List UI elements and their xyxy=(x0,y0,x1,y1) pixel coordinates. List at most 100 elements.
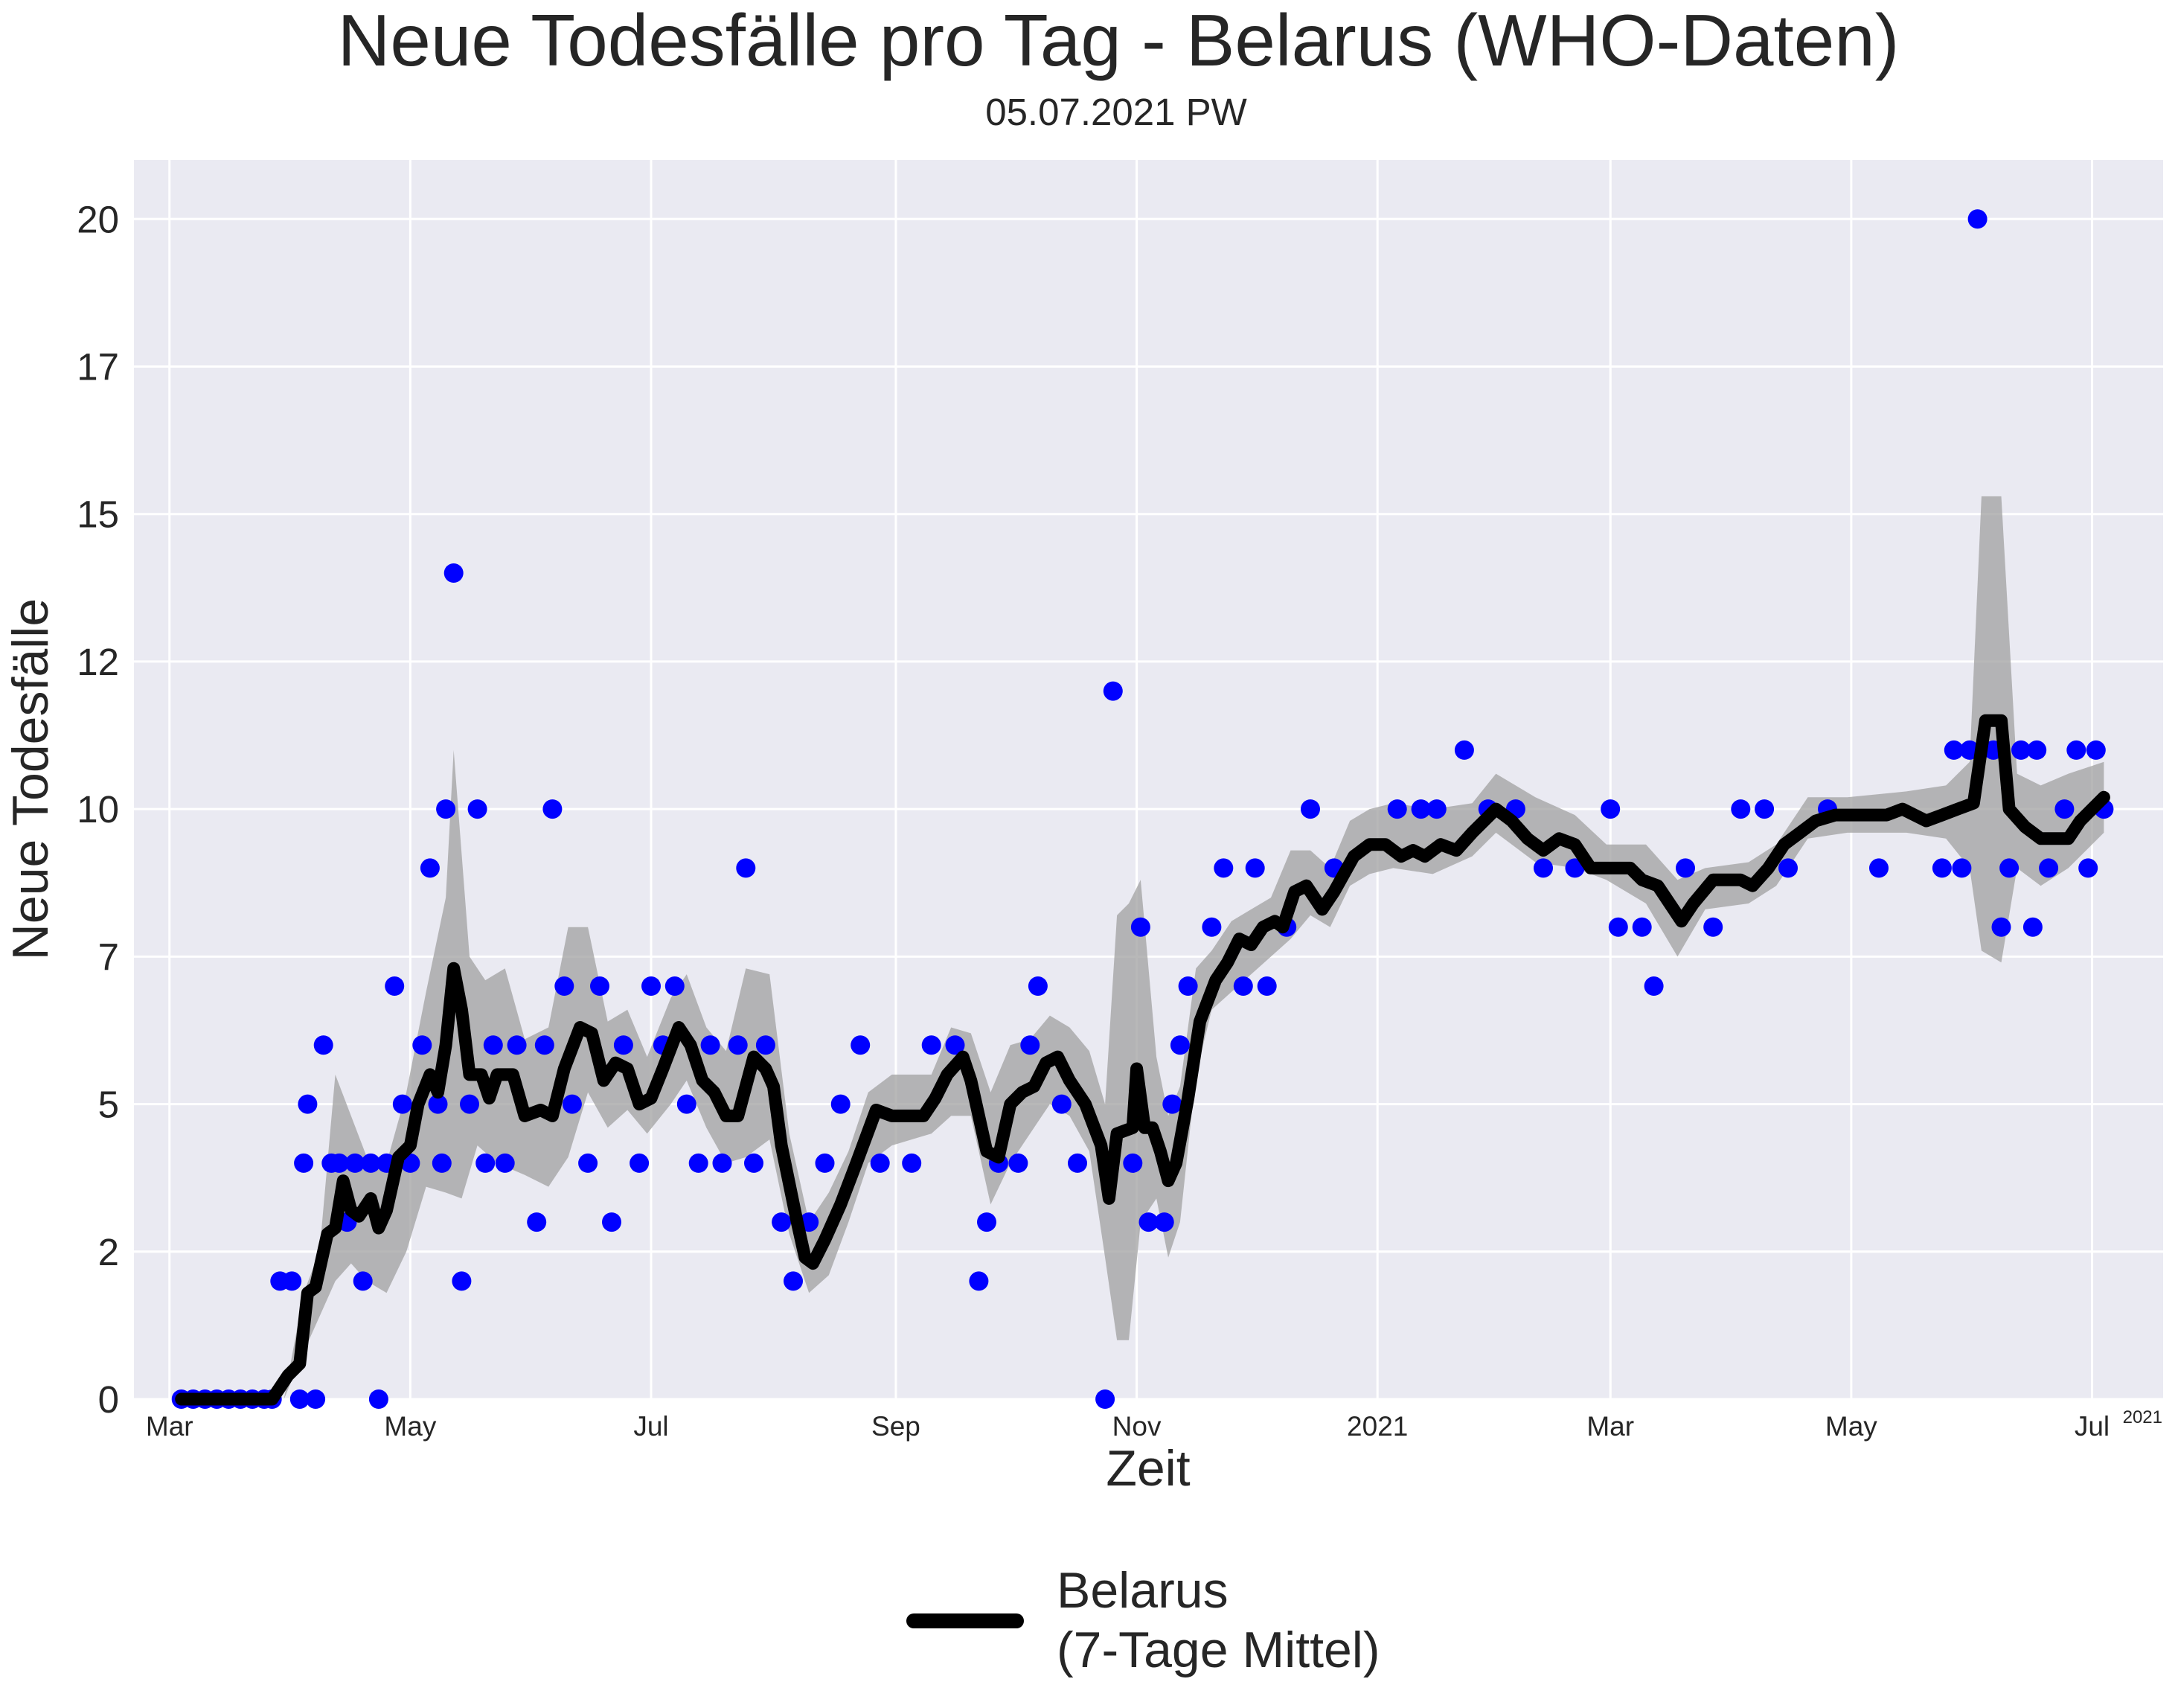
data-point xyxy=(329,1153,349,1173)
x-tick-label: Jul xyxy=(633,1411,668,1442)
y-tick-label: 17 xyxy=(77,346,119,388)
data-point xyxy=(1103,681,1123,701)
data-point xyxy=(1731,799,1751,819)
chart-title: Neue Todesfälle pro Tag - Belarus (WHO-D… xyxy=(338,0,1900,81)
data-point xyxy=(1703,917,1723,937)
data-point xyxy=(1944,740,1964,760)
data-point xyxy=(534,1035,554,1055)
data-point xyxy=(830,1094,851,1114)
data-point xyxy=(700,1035,720,1055)
y-tick-label: 15 xyxy=(77,493,119,536)
data-point xyxy=(1028,976,1048,996)
data-point xyxy=(578,1153,598,1173)
data-point xyxy=(1095,1389,1115,1409)
data-point xyxy=(361,1153,381,1173)
data-point xyxy=(2086,740,2106,760)
data-point xyxy=(1601,799,1621,819)
data-point xyxy=(1178,976,1198,996)
data-point xyxy=(313,1035,333,1055)
data-point xyxy=(902,1153,922,1173)
data-point xyxy=(345,1153,365,1173)
data-point xyxy=(602,1212,621,1232)
data-point xyxy=(1202,917,1222,937)
data-point xyxy=(1999,858,2020,878)
x-tick-label: May xyxy=(384,1411,436,1442)
y-tick-label: 2 xyxy=(98,1231,119,1273)
x-tick-label: 2021 xyxy=(1347,1411,1408,1442)
x-tick-label: Jul xyxy=(2075,1411,2110,1442)
y-tick-label: 0 xyxy=(98,1378,119,1421)
data-point xyxy=(1991,917,2011,937)
x-tick-label: May xyxy=(1825,1411,1877,1442)
data-point xyxy=(483,1035,503,1055)
data-point xyxy=(306,1389,326,1409)
data-point xyxy=(977,1212,996,1232)
data-point xyxy=(1068,1153,1087,1173)
data-point xyxy=(2054,799,2075,819)
data-point xyxy=(554,976,574,996)
y-axis-label: Neue Todesfälle xyxy=(2,598,59,960)
data-point xyxy=(1170,1035,1190,1055)
x-tick-label: Mar xyxy=(1586,1411,1634,1442)
data-point xyxy=(1123,1153,1143,1173)
data-point xyxy=(289,1389,310,1409)
data-point xyxy=(630,1153,650,1173)
data-point xyxy=(590,976,609,996)
y-tick-label: 7 xyxy=(98,935,119,978)
data-point xyxy=(428,1094,448,1114)
data-point xyxy=(641,976,661,996)
y-tick-label: 10 xyxy=(77,788,119,831)
data-point xyxy=(2039,858,2059,878)
data-point xyxy=(744,1153,763,1173)
data-point xyxy=(815,1153,835,1173)
data-point xyxy=(2022,917,2043,937)
y-tick-label: 12 xyxy=(77,641,119,683)
data-point xyxy=(298,1094,318,1114)
data-point xyxy=(1008,1153,1028,1173)
legend-label: Belarus (7-Tage Mittel) xyxy=(1057,1562,1380,1678)
data-point xyxy=(368,1389,388,1409)
data-point xyxy=(1387,799,1407,819)
data-point xyxy=(432,1153,452,1173)
mean-line xyxy=(175,714,2110,1406)
data-point xyxy=(736,858,756,878)
data-point xyxy=(2011,740,2031,760)
data-point xyxy=(772,1212,792,1232)
data-point xyxy=(784,1271,803,1291)
data-point xyxy=(1967,209,1988,229)
data-point xyxy=(385,976,405,996)
data-point xyxy=(921,1035,941,1055)
data-point xyxy=(1644,976,1664,996)
data-point xyxy=(1130,917,1150,937)
legend-label-line: (7-Tage Mittel) xyxy=(1057,1622,1380,1678)
data-point xyxy=(1565,858,1585,878)
data-point xyxy=(562,1094,582,1114)
x-axis-label: Zeit xyxy=(1106,1440,1190,1497)
data-point xyxy=(1426,799,1447,819)
data-point xyxy=(1632,917,1652,937)
data-point xyxy=(969,1271,989,1291)
data-point xyxy=(1154,1212,1174,1232)
data-point xyxy=(1411,799,1431,819)
data-point xyxy=(2078,858,2098,878)
data-point xyxy=(507,1035,527,1055)
data-point xyxy=(1755,799,1775,819)
data-point xyxy=(1676,858,1695,878)
data-point xyxy=(475,1153,496,1173)
data-point xyxy=(1534,858,1553,878)
data-point xyxy=(1214,858,1234,878)
data-point xyxy=(412,1035,432,1055)
legend-label-line: Belarus xyxy=(1057,1562,1229,1619)
data-point xyxy=(755,1035,775,1055)
data-point xyxy=(945,1035,965,1055)
data-point xyxy=(712,1153,732,1173)
data-point xyxy=(664,976,685,996)
data-point xyxy=(1257,976,1277,996)
data-point xyxy=(392,1094,412,1114)
data-point xyxy=(542,799,563,819)
data-point xyxy=(282,1271,302,1291)
legend: Belarus (7-Tage Mittel) xyxy=(906,1562,1380,1678)
data-point xyxy=(1869,858,1889,878)
x-tick-labels: Mar May Jul Sep Nov 2021 Mar May Jul xyxy=(146,1411,2110,1442)
